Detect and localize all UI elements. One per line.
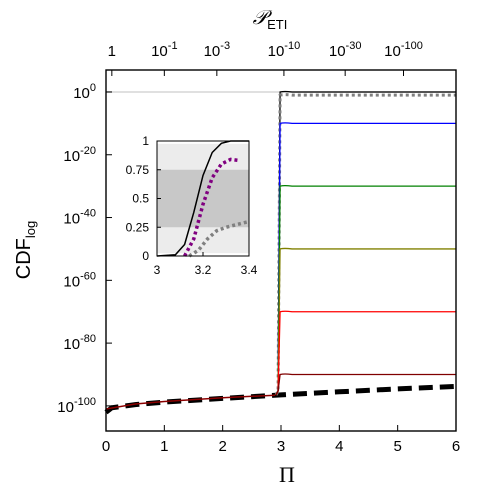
top-tick-label-3: 10-10 <box>268 40 301 60</box>
inset-series-1 <box>183 157 241 257</box>
top-tick-label-0: 1 <box>108 43 116 60</box>
series-line-0 <box>275 90 456 396</box>
inset-x-tick-label-1: 3.2 <box>195 263 212 277</box>
y-tick-label-3: 10-60 <box>63 270 96 290</box>
series-line-2 <box>275 122 456 396</box>
series-line-4 <box>275 247 456 396</box>
y-axis-label-main: CDF <box>13 238 35 279</box>
x-tick-label-4: 4 <box>335 438 343 455</box>
inset-y-tick-label-0: 0 <box>142 249 149 263</box>
top-tick-label-2: 10-3 <box>204 40 230 60</box>
inset-x-tick-label-2: 3.4 <box>241 263 258 277</box>
top-tick-label-4: 10-30 <box>329 40 362 60</box>
y-tick-label-4: 10-80 <box>63 333 96 353</box>
inset-y-tick-label-1: 0.25 <box>126 220 150 234</box>
baseline-curve-1 <box>105 394 276 410</box>
svg-text:𝒫ETI: 𝒫ETI <box>253 7 288 32</box>
top-axis-label: 𝒫ETI <box>253 7 288 32</box>
svg-text:CDFlog: CDFlog <box>13 221 38 279</box>
y-tick-label-1: 10-20 <box>63 145 96 165</box>
top-tick-label-5: 10-100 <box>384 40 423 60</box>
series-line-3 <box>275 184 456 396</box>
inset-y-tick-label-4: 1 <box>142 134 149 148</box>
inset-series-2 <box>188 219 250 258</box>
y-axis-label: CDFlog <box>13 221 38 279</box>
x-tick-label-6: 6 <box>452 438 460 455</box>
x-axis-label: Π <box>279 462 295 487</box>
series-line-6 <box>275 373 456 396</box>
x-tick-label-2: 2 <box>218 438 226 455</box>
inset-x-tick-label-0: 3 <box>154 263 161 277</box>
y-tick-label-2: 10-40 <box>63 208 96 228</box>
series-line-5 <box>275 310 456 396</box>
inset-band-1 <box>157 169 249 228</box>
y-tick-label-5: 10-100 <box>57 396 96 416</box>
x-tick-label-0: 0 <box>102 438 110 455</box>
inset-y-tick-label-2: 0.5 <box>132 192 149 206</box>
inset-plot: 3 3.2 3.4 0 0.25 0.5 0.75 1 <box>112 128 262 288</box>
x-tick-label-5: 5 <box>393 438 401 455</box>
inset-y-tick-label-3: 0.75 <box>126 163 150 177</box>
series-line-1 <box>274 93 456 396</box>
top-tick-label-1: 10-1 <box>151 40 177 60</box>
x-tick-label-3: 3 <box>277 438 285 455</box>
y-tick-label-0: 100 <box>73 82 96 102</box>
top-axis-label-sub: ETI <box>267 17 287 32</box>
x-tick-label-1: 1 <box>160 438 168 455</box>
y-axis-label-sub: log <box>23 221 38 238</box>
inset-series-0 <box>156 140 249 257</box>
